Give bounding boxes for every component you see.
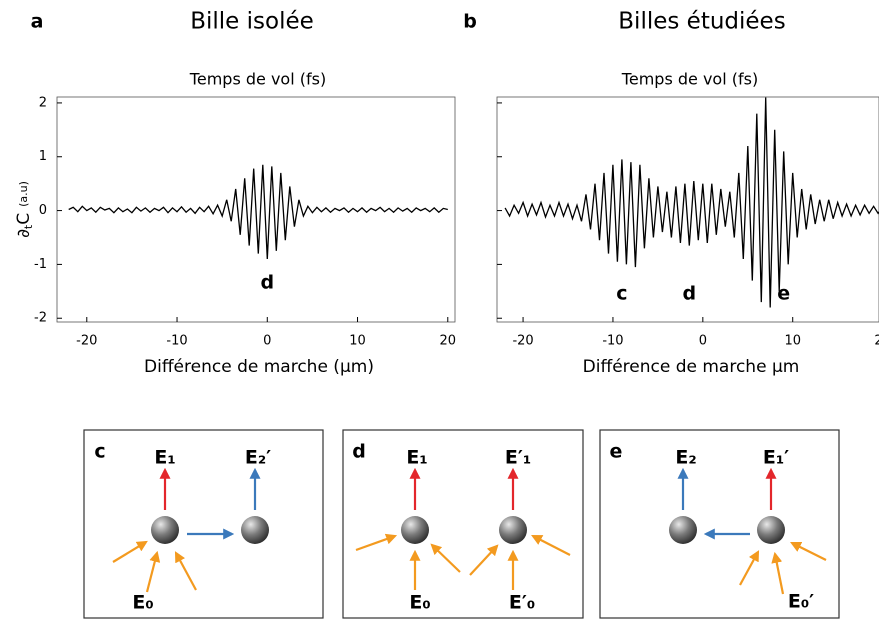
y-tick-label: 0 <box>39 203 47 218</box>
diagram-frame <box>599 429 840 619</box>
x-tick-label: 20 <box>874 334 879 349</box>
y-axis-label: ∂tC (a.u) <box>14 181 35 238</box>
x-tick-label: 10 <box>784 334 801 349</box>
diagram-frame <box>83 429 324 619</box>
annotation: d <box>260 272 274 294</box>
y-label-part: C <box>14 213 34 225</box>
arrow <box>355 533 398 552</box>
arrow <box>174 551 197 591</box>
field-label: E₀ <box>409 592 430 614</box>
field-label: E′₁ <box>505 447 531 469</box>
sphere <box>669 516 697 544</box>
x-tick-label: -20 <box>512 334 533 349</box>
arrow <box>790 542 827 561</box>
diagram-frame <box>342 429 584 619</box>
annotation: c <box>616 283 627 305</box>
sphere <box>401 516 429 544</box>
x-axis-label: Différence de marche (µm) <box>144 357 374 377</box>
x-tick-label: 0 <box>699 334 707 349</box>
field-label: E₂ <box>675 447 696 469</box>
diagram-label: e <box>610 441 623 463</box>
arrow <box>469 544 499 576</box>
chart-title: Bille isolée <box>190 9 314 35</box>
field-label: E₀ <box>132 592 153 614</box>
x-tick-label: 20 <box>440 334 457 349</box>
field-label: E₂′ <box>245 447 271 469</box>
signal-line <box>68 164 448 260</box>
sphere <box>757 516 785 544</box>
x-tick-label: 10 <box>349 334 366 349</box>
arrow <box>145 550 161 593</box>
arrow <box>771 551 785 595</box>
panel-letter: b <box>463 11 477 33</box>
plot-frame <box>56 96 456 323</box>
x-tick-label: 0 <box>263 334 271 349</box>
annotation: d <box>683 283 697 305</box>
sphere <box>499 516 527 544</box>
diagram-label: c <box>94 441 105 463</box>
y-tick-label: -1 <box>34 257 47 272</box>
sphere <box>151 516 179 544</box>
y-label-part: t <box>22 224 35 229</box>
field-label: E′₀ <box>509 592 535 614</box>
x-tick-label: -20 <box>76 334 97 349</box>
arrow <box>531 534 571 556</box>
signal-line <box>504 97 879 308</box>
y-tick-label: 1 <box>39 149 47 164</box>
plot-frame <box>496 96 879 323</box>
y-tick-label: -2 <box>34 311 47 326</box>
field-label: E₀′ <box>788 591 814 613</box>
chart-title: Billes étudiées <box>618 9 785 35</box>
arrow <box>112 540 148 563</box>
field-label: E₁ <box>406 447 427 469</box>
x-tick-label: -10 <box>166 334 187 349</box>
x-axis-label: Différence de marche µm <box>583 357 800 377</box>
x-tick-label: -10 <box>602 334 623 349</box>
annotation: e <box>777 283 790 305</box>
diagram-label: d <box>352 441 366 463</box>
chart-subtitle: Temps de vol (fs) <box>189 70 326 89</box>
field-label: E₁ <box>154 447 175 469</box>
field-label: E₁′ <box>763 447 789 469</box>
y-label-part: ∂ <box>14 229 34 238</box>
sphere <box>241 516 269 544</box>
y-tick-label: 2 <box>39 95 47 110</box>
chart-subtitle: Temps de vol (fs) <box>621 70 758 89</box>
y-label-part: (a.u) <box>17 181 30 207</box>
arrow <box>739 550 760 586</box>
arrow <box>430 543 461 573</box>
panel-letter: a <box>31 11 44 33</box>
